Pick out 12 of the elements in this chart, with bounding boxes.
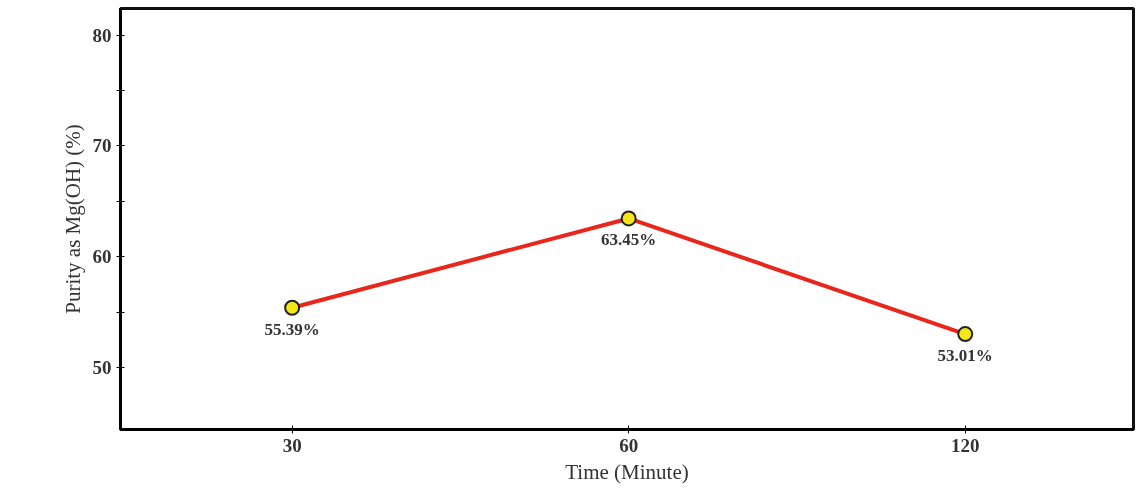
data-label: 63.45% [601, 230, 657, 250]
y-axis-title: Purity as Mg(OH) (%) [60, 124, 85, 314]
y-tick-label: 60 [92, 246, 112, 268]
data-label: 53.01% [937, 346, 993, 366]
y-tick-label: 70 [92, 135, 112, 157]
x-tick-label: 30 [282, 434, 302, 456]
y-tick-label: 50 [92, 356, 112, 378]
x-tick-label: 60 [619, 434, 639, 456]
y-tick-label: 80 [92, 24, 112, 46]
data-label: 55.39% [264, 319, 320, 339]
x-axis-title: Time (Minute) [565, 459, 689, 484]
x-tick-label: 120 [950, 434, 980, 456]
